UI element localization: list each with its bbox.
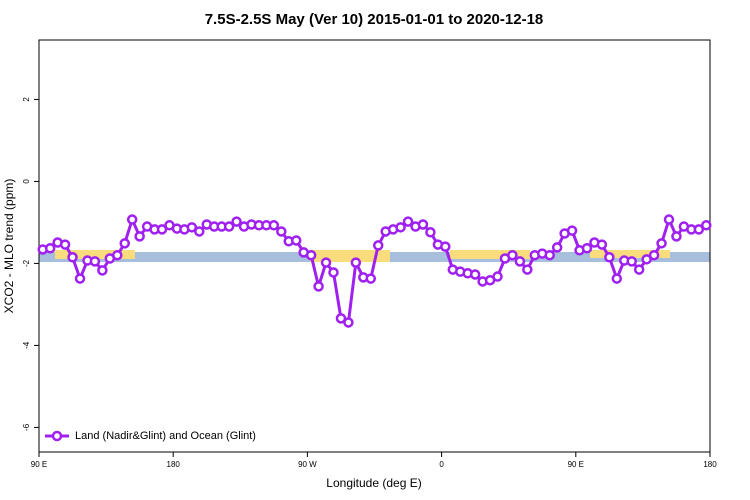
point [194,226,205,237]
point [440,241,451,252]
x-tick-label: 180 [703,460,717,469]
point [425,227,436,238]
point [395,222,406,233]
point [492,271,503,282]
x-tick-label: 90 W [298,460,317,469]
y-tick-label: -4 [22,341,31,349]
point [343,317,354,328]
point [611,273,623,284]
point [112,249,123,261]
point [551,242,563,253]
point [402,216,414,227]
land-band [310,250,390,262]
legend-label: Land (Nadir&Glint) and Ocean (Glint) [75,430,256,442]
x-tick-label: 90 E [568,460,584,469]
chart-title: 7.5S-2.5S May (Ver 10) 2015-01-01 to 202… [205,11,544,28]
point [671,231,682,242]
point [417,219,429,230]
y-tick-label: -2 [22,259,31,267]
point [97,265,108,276]
point [320,257,332,268]
point [156,224,168,235]
point [231,216,242,227]
point [365,273,377,284]
y-tick-label: -6 [22,423,31,431]
point [633,264,645,275]
point [89,256,101,267]
point [581,243,593,254]
point [656,238,667,249]
point [305,249,317,261]
point [290,235,302,246]
y-tick-label: 0 [22,179,31,184]
x-tick-label: 0 [439,460,444,469]
point [596,239,608,250]
point [276,226,287,237]
point [223,221,235,232]
point [186,222,198,233]
y-tick-label: 2 [22,97,31,102]
point [604,252,615,263]
x-axis-label: Longitude (deg E) [326,476,421,490]
legend-marker [51,430,63,442]
point [313,281,324,292]
point [67,252,78,263]
y-axis-label: XCO2 - MLO trend (ppm) [2,179,16,314]
point [522,264,533,275]
point [641,254,652,265]
x-tick-label: 90 E [31,460,47,469]
point [626,256,637,267]
point [372,240,384,251]
point [544,249,555,261]
point [648,249,660,261]
point [268,220,280,231]
point [328,267,339,278]
point [566,225,578,236]
point [74,273,86,284]
point [119,238,130,249]
point [693,224,705,235]
point [701,220,712,231]
point [59,239,71,250]
land-band [590,250,670,258]
point [335,313,347,324]
point [350,257,362,268]
point [126,214,138,225]
land-band [450,250,530,259]
point [663,214,675,225]
point [514,256,526,267]
x-tick-label: 180 [167,460,181,469]
point [469,269,481,280]
point [134,231,145,242]
land-band [55,250,135,259]
point [44,243,56,254]
point [507,249,518,261]
